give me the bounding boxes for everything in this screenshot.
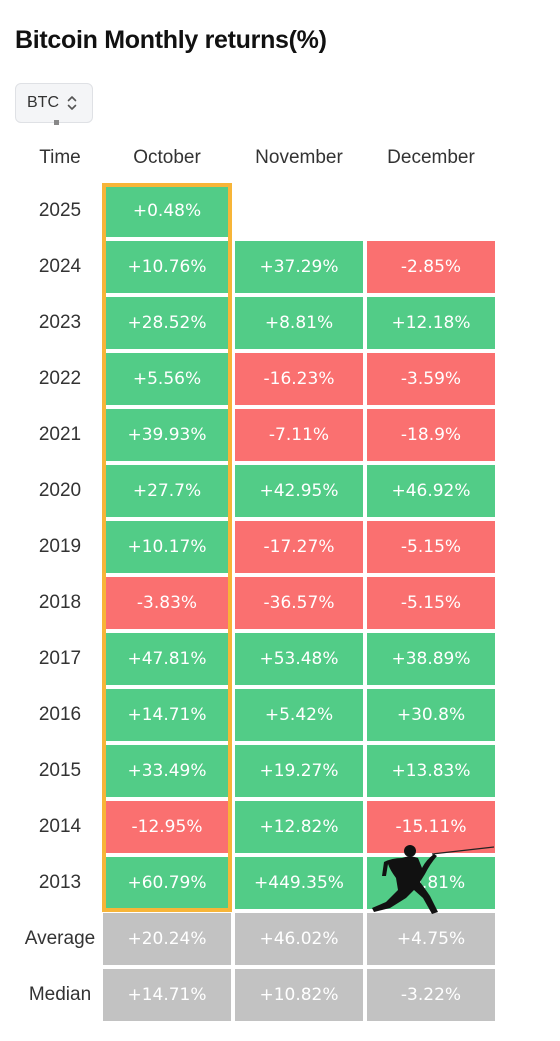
return-cell-2014-december: -15.11% [367,801,495,853]
return-cell-median-november: +10.82% [235,969,363,1021]
year-label-2024: 2024 [38,256,82,277]
year-label-2013: 2013 [38,872,82,893]
return-cell-2016-december: +30.8% [367,689,495,741]
year-label-2023: 2023 [38,312,82,333]
return-cell-2013-november: +449.35% [235,857,363,909]
year-label-2025: 2025 [38,200,82,221]
return-cell-2025-october: +0.48% [103,185,231,237]
return-cell-average-december: +4.75% [367,913,495,965]
return-cell-2016-october: +14.71% [103,689,231,741]
return-cell-2015-november: +19.27% [235,745,363,797]
return-cell-2019-november: -17.27% [235,521,363,573]
row-label-average: Average [24,928,96,949]
coin-selector[interactable]: BTC [15,83,93,125]
return-cell-2017-november: +53.48% [235,633,363,685]
return-cell-2018-october: -3.83% [103,577,231,629]
return-cell-2020-october: +27.7% [103,465,231,517]
return-cell-2024-october: +10.76% [103,241,231,293]
return-cell-2015-october: +33.49% [103,745,231,797]
return-cell-2021-november: -7.11% [235,409,363,461]
return-cell-2023-november: +8.81% [235,297,363,349]
year-label-2017: 2017 [38,648,82,669]
return-cell-2017-december: +38.89% [367,633,495,685]
year-label-2022: 2022 [38,368,82,389]
year-label-2018: 2018 [38,592,82,613]
return-cell-2023-october: +28.52% [103,297,231,349]
return-cell-2018-november: -36.57% [235,577,363,629]
return-cell-2020-december: +46.92% [367,465,495,517]
return-cell-2024-december: -2.85% [367,241,495,293]
column-header-time: Time [39,147,81,168]
year-label-2015: 2015 [38,760,82,781]
year-label-2016: 2016 [38,704,82,725]
coin-selector-value: BTC [27,94,59,111]
chevron-up-down-icon [67,96,77,110]
return-cell-2016-november: +5.42% [235,689,363,741]
return-cell-2014-november: +12.82% [235,801,363,853]
year-label-2019: 2019 [38,536,82,557]
return-cell-2024-november: +37.29% [235,241,363,293]
return-cell-2021-october: +39.93% [103,409,231,461]
return-cell-2023-december: +12.18% [367,297,495,349]
return-cell-2017-october: +47.81% [103,633,231,685]
return-cell-2020-november: +42.95% [235,465,363,517]
page-title: Bitcoin Monthly returns(%) [15,26,327,54]
return-cell-2022-october: +5.56% [103,353,231,405]
return-cell-median-december: -3.22% [367,969,495,1021]
return-cell-2015-december: +13.83% [367,745,495,797]
year-label-2021: 2021 [38,424,82,445]
return-cell-median-october: +14.71% [103,969,231,1021]
resize-handle [54,120,59,125]
return-cell-2022-december: -3.59% [367,353,495,405]
column-header-november: November [255,147,343,168]
year-label-2014: 2014 [38,816,82,837]
column-header-october: October [133,147,201,168]
return-cell-2019-october: +10.17% [103,521,231,573]
return-cell-2021-december: -18.9% [367,409,495,461]
return-cell-average-october: +20.24% [103,913,231,965]
return-cell-2019-december: -5.15% [367,521,495,573]
column-header-december: December [387,147,475,168]
return-cell-2013-october: +60.79% [103,857,231,909]
return-cell-2018-december: -5.15% [367,577,495,629]
return-cell-2014-october: -12.95% [103,801,231,853]
return-cell-2022-november: -16.23% [235,353,363,405]
return-cell-average-november: +46.02% [235,913,363,965]
year-label-2020: 2020 [38,480,82,501]
row-label-median: Median [28,984,92,1005]
return-cell-2013-december: +0.81% [367,857,495,909]
